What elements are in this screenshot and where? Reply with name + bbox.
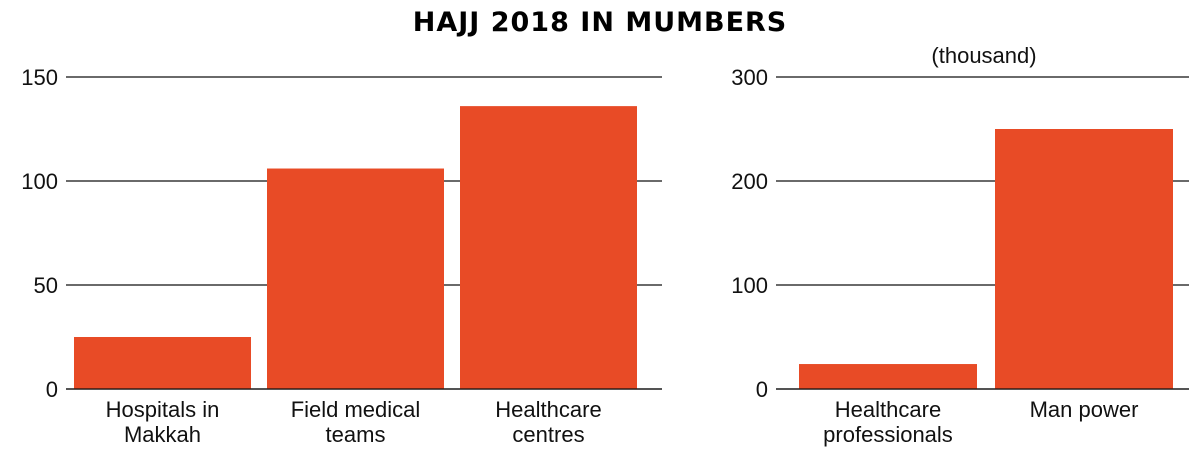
- y-tick-label: 0: [756, 377, 768, 402]
- category-label: professionals: [823, 422, 953, 447]
- chart-title: HAJJ 2018 IN MUMBERS: [413, 7, 788, 38]
- category-label: centres: [512, 422, 584, 447]
- y-tick-label: 150: [21, 65, 58, 90]
- bar: [267, 168, 444, 389]
- y-tick-label: 300: [731, 65, 768, 90]
- category-label: Man power: [1030, 397, 1139, 422]
- bar: [74, 337, 251, 389]
- unit-note: (thousand): [931, 43, 1036, 68]
- right-bar-chart: 0 100 200 300 (thousand) Healthcareprofession…: [731, 43, 1189, 447]
- bar: [995, 129, 1173, 389]
- y-tick-label: 100: [731, 273, 768, 298]
- y-tick-label: 200: [731, 169, 768, 194]
- bar: [460, 106, 637, 390]
- bar: [799, 364, 977, 389]
- y-tick-label: 100: [21, 169, 58, 194]
- category-label: Hospitals in: [106, 397, 220, 422]
- category-label: Healthcare: [835, 397, 941, 422]
- category-label: Makkah: [124, 422, 201, 447]
- y-tick-label: 0: [46, 377, 58, 402]
- category-label: teams: [326, 422, 386, 447]
- category-label: Healthcare: [495, 397, 601, 422]
- y-tick-label: 50: [34, 273, 58, 298]
- category-label: Field medical: [291, 397, 421, 422]
